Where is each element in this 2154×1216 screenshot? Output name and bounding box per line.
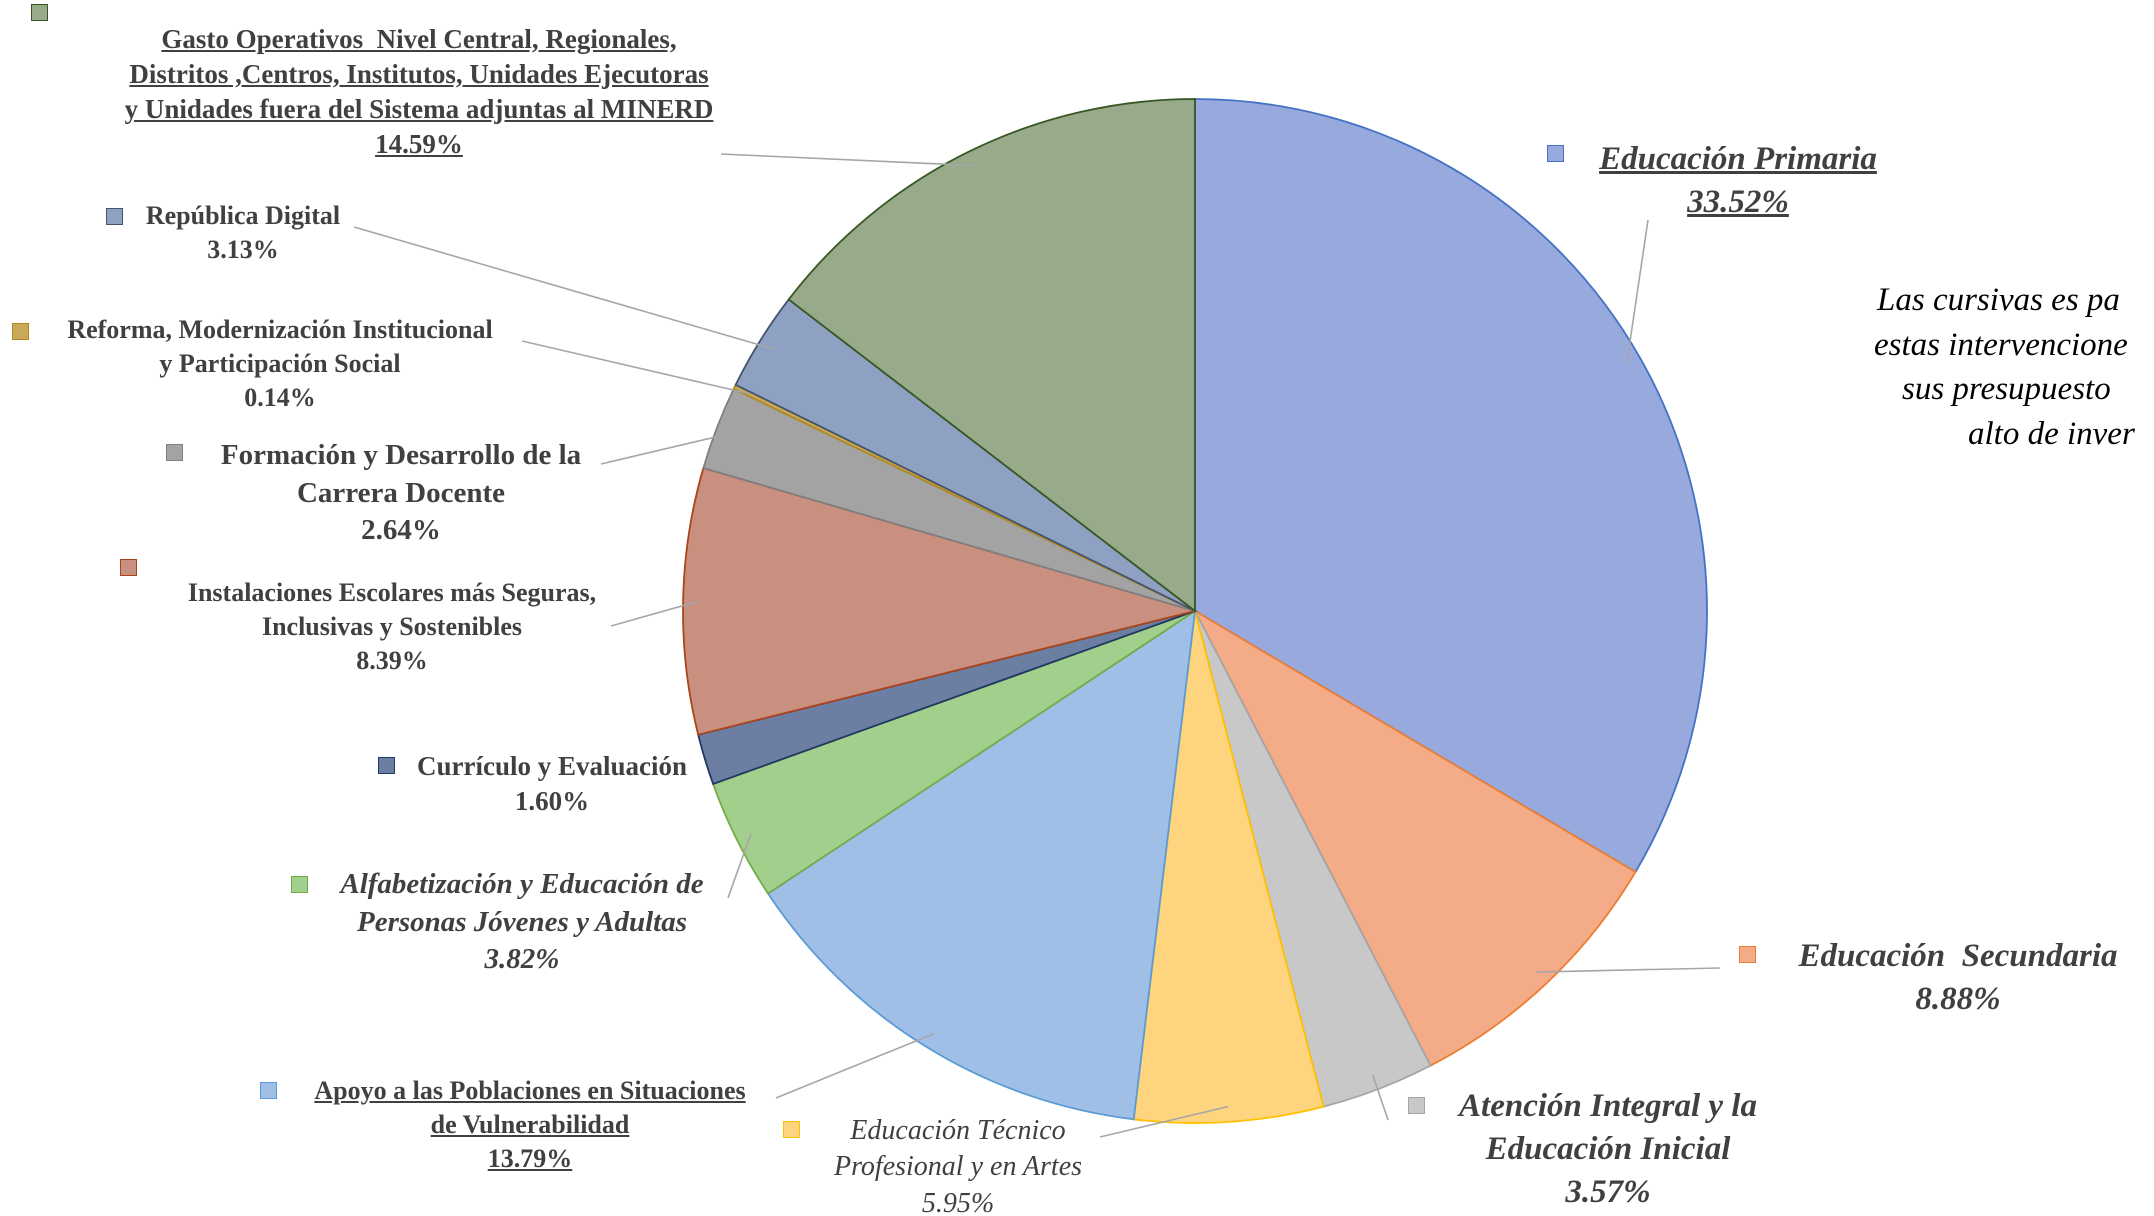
data-label: Formación y Desarrollo de la Carrera Doc… bbox=[221, 437, 581, 550]
pie-slice bbox=[1192, 608, 1637, 1067]
category-label: Instalaciones Escolares más Seguras, Inc… bbox=[187, 578, 597, 641]
legend-key bbox=[378, 757, 395, 774]
value-label: 1.60% bbox=[514, 786, 590, 817]
data-label: Apoyo a las Poblaciones en Situaciones d… bbox=[314, 1074, 745, 1175]
data-label: Educación Primaria 33.52% bbox=[1599, 138, 1877, 224]
leader-line bbox=[1625, 219, 1649, 366]
pie-slice bbox=[787, 98, 1196, 613]
category-label: Currículo y Evaluación bbox=[416, 751, 688, 781]
legend-key bbox=[1547, 145, 1564, 162]
category-label: Educación Secundaria bbox=[1798, 938, 2118, 974]
leader-line bbox=[600, 432, 732, 465]
leader-line bbox=[521, 340, 749, 395]
category-label: Educación Técnico Profesional y en Artes bbox=[833, 1115, 1083, 1183]
data-label: República Digital 3.13% bbox=[146, 199, 340, 267]
annotation: Las cursivas es pa bbox=[1877, 282, 2120, 318]
pie-slice bbox=[766, 609, 1197, 1121]
leader-line bbox=[727, 833, 752, 899]
data-label: Reforma, Modernización Institucional y P… bbox=[67, 313, 492, 414]
annotation: sus presupuesto bbox=[1902, 371, 2111, 407]
category-label: Atención Integral y la Educación Inicial bbox=[1459, 1088, 1757, 1167]
legend-key bbox=[106, 208, 123, 225]
data-label: Gasto Operativos Nivel Central, Regional… bbox=[125, 22, 714, 162]
value-label: 2.64% bbox=[361, 514, 441, 547]
category-label: Educación Primaria bbox=[1599, 141, 1877, 177]
legend-key bbox=[166, 444, 183, 461]
leader-line bbox=[610, 600, 699, 627]
legend-key bbox=[1408, 1097, 1425, 1114]
value-label: 5.95% bbox=[921, 1187, 995, 1216]
value-label: 3.13% bbox=[207, 234, 279, 264]
legend-key bbox=[31, 4, 48, 21]
leader-line bbox=[1536, 967, 1721, 973]
category-label: Reforma, Modernización Institucional y P… bbox=[67, 315, 493, 378]
legend-key bbox=[291, 876, 308, 893]
category-label: República Digital bbox=[145, 201, 341, 230]
category-label: Formación y Desarrollo de la Carrera Doc… bbox=[220, 439, 582, 509]
value-label: 3.82% bbox=[484, 943, 560, 976]
legend-key bbox=[260, 1082, 277, 1099]
data-label: Atención Integral y la Educación Inicial… bbox=[1459, 1085, 1757, 1214]
value-label: 0.14% bbox=[244, 382, 316, 412]
legend-key bbox=[783, 1121, 800, 1138]
annotation: alto de inver bbox=[1968, 416, 2135, 452]
legend-key bbox=[120, 559, 137, 576]
leader-line bbox=[720, 153, 976, 167]
value-label: 14.59% bbox=[375, 129, 463, 160]
value-label: 3.57% bbox=[1565, 1173, 1651, 1210]
annotation: estas intervencione bbox=[1874, 327, 2128, 363]
data-label: Instalaciones Escolares más Seguras, Inc… bbox=[188, 576, 596, 677]
leader-line bbox=[353, 226, 774, 350]
category-label: Alfabetización y Educación de Personas J… bbox=[340, 868, 704, 938]
pie-slice bbox=[1194, 98, 1708, 874]
data-label: Currículo y Evaluación 1.60% bbox=[417, 749, 687, 819]
value-label: 8.88% bbox=[1915, 980, 2001, 1017]
data-label: Educación Técnico Profesional y en Artes… bbox=[834, 1113, 1082, 1216]
value-label: 8.39% bbox=[356, 645, 428, 675]
value-label: 13.79% bbox=[487, 1143, 573, 1173]
leader-line bbox=[1371, 1074, 1389, 1121]
data-label: Alfabetización y Educación de Personas J… bbox=[340, 866, 703, 979]
category-label: Apoyo a las Poblaciones en Situaciones d… bbox=[314, 1076, 746, 1139]
legend-key bbox=[12, 323, 29, 340]
value-label: 33.52% bbox=[1687, 183, 1789, 220]
leader-line bbox=[1099, 1105, 1229, 1138]
category-label: Gasto Operativos Nivel Central, Regional… bbox=[124, 24, 714, 125]
pie-slice bbox=[682, 466, 1199, 736]
pie-slice bbox=[1132, 610, 1325, 1124]
leader-line bbox=[775, 1032, 935, 1099]
legend-key bbox=[1739, 946, 1756, 963]
data-label: Educación Secundaria 8.88% bbox=[1798, 935, 2117, 1021]
